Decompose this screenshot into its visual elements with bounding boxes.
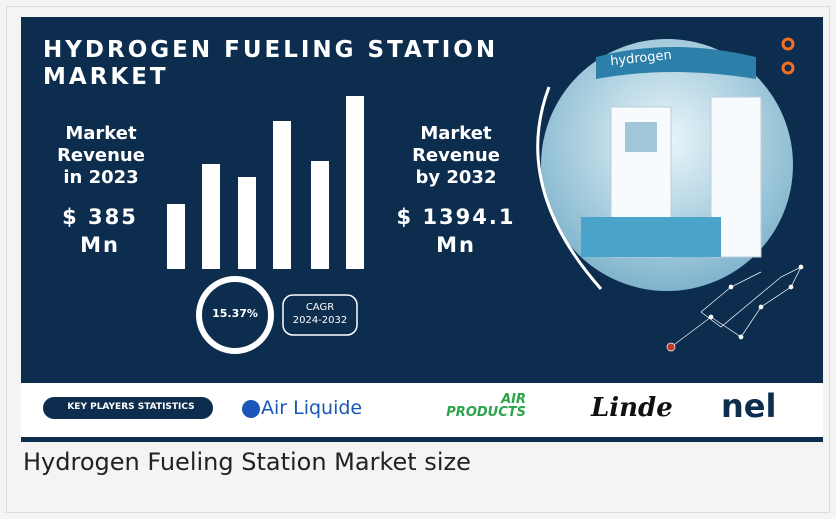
- bar-shape: [238, 177, 256, 269]
- right-label: Market Revenue by 2032: [391, 123, 521, 189]
- caption: Hydrogen Fueling Station Market size: [23, 448, 471, 476]
- bar-shape: [167, 204, 185, 269]
- logo: Air Liquide: [261, 397, 362, 419]
- players-label: KEY PLAYERS STATISTICS: [51, 402, 211, 412]
- logo: AIR PRODUCTS: [416, 393, 526, 419]
- infographic: HYDROGEN FUELING STATION MARKET Market R…: [21, 17, 823, 442]
- pump-screen: [625, 122, 657, 152]
- bar-shape: [202, 164, 220, 269]
- cagr-rate: 15.37%: [199, 307, 271, 320]
- bar-shape: [311, 161, 329, 269]
- strip-rule: [21, 437, 823, 442]
- logo: Linde: [591, 393, 673, 423]
- pump-base: [581, 217, 721, 257]
- frame: HYDROGEN FUELING STATION MARKET Market R…: [6, 6, 830, 513]
- title: HYDROGEN FUELING STATION MARKET: [43, 37, 563, 91]
- bar-shape: [346, 96, 364, 269]
- page: HYDROGEN FUELING STATION MARKET Market R…: [0, 0, 836, 519]
- logo-icon: [242, 400, 260, 418]
- right-value: $ 1394.1 Mn: [381, 203, 531, 259]
- left-value: $ 385 Mn: [35, 203, 165, 259]
- bar-shape: [273, 121, 291, 269]
- left-label: Market Revenue in 2023: [41, 123, 161, 189]
- logo: nel: [721, 387, 776, 425]
- cagr-label: CAGR 2024-2032: [283, 301, 357, 327]
